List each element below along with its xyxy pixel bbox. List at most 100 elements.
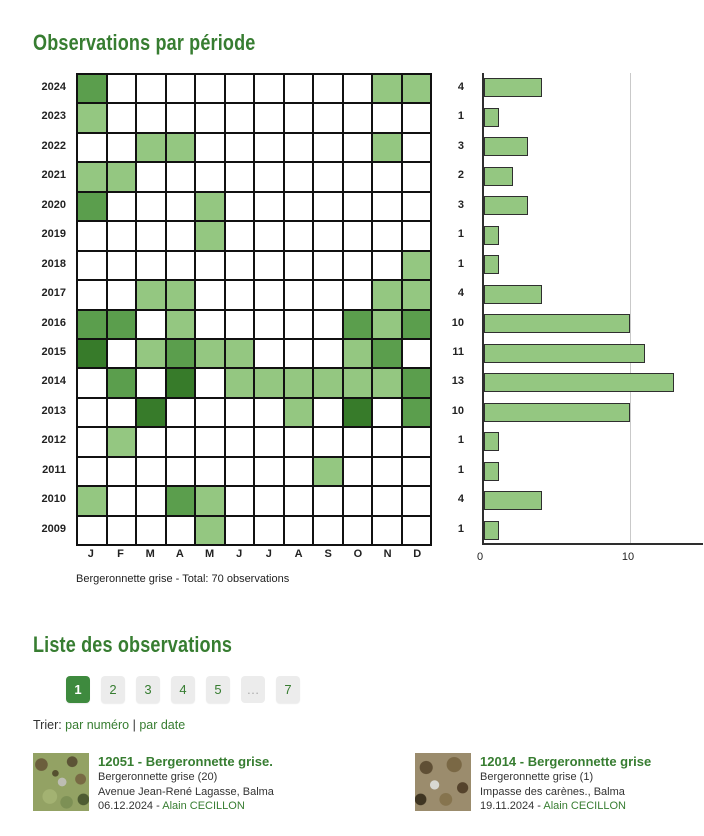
count-label-2017: 4 [457, 287, 464, 300]
heatmap-cell-2015-4 [165, 338, 195, 369]
heatmap-cell-2017-7 [254, 280, 284, 310]
heatmap-cell-2013-10 [342, 397, 372, 428]
count-label-2021: 2 [457, 169, 464, 182]
heatmap-cell-2009-3 [136, 515, 166, 545]
heatmap-cell-2022-3 [136, 132, 166, 163]
heatmap-cell-2020-1 [77, 191, 107, 222]
heatmap-cell-2019-3 [136, 221, 166, 251]
bar-2016 [484, 314, 630, 333]
heatmap-cell-2011-2 [106, 456, 136, 487]
heatmap-cell-2011-3 [136, 456, 166, 487]
heatmap-cell-2021-3 [136, 162, 166, 192]
heatmap-cell-2023-4 [165, 103, 195, 133]
year-label-2021: 2021 [41, 169, 66, 182]
heatmap-cell-2018-1 [77, 250, 107, 281]
heatmap-cell-2011-12 [401, 456, 431, 487]
observation-author-link[interactable]: Alain CECILLON [162, 800, 245, 812]
heatmap-cell-2012-10 [342, 427, 372, 457]
heatmap-cell-2019-6 [224, 221, 254, 251]
month-label-1: J [87, 548, 94, 560]
heatmap-cell-2013-7 [254, 397, 284, 428]
observation-date-author: 19.11.2024 - Alain CECILLON [480, 799, 651, 814]
observation-location: Impasse des carènes., Balma [480, 785, 625, 798]
heatmap-cell-2022-11 [372, 132, 402, 163]
heatmap-cell-2011-8 [283, 456, 313, 487]
count-label-2018: 1 [457, 257, 464, 270]
heatmap-cell-2023-5 [195, 103, 225, 133]
heatmap-cell-2023-12 [401, 103, 431, 133]
heatmap-cell-2009-9 [313, 515, 343, 545]
count-label-2024: 4 [457, 81, 464, 93]
bar-2015 [484, 343, 645, 363]
page-ellipsis: … [241, 676, 265, 703]
heatmap-cell-2010-4 [165, 486, 195, 516]
heatmap-cell-2015-1 [77, 338, 107, 369]
bar-2018 [484, 255, 499, 274]
bar-2017 [484, 284, 543, 304]
rocks-bird-photo[interactable] [415, 753, 471, 811]
sort-by-number-link[interactable]: par numéro [65, 718, 130, 732]
observation-author-link[interactable]: Alain CECILLON [543, 800, 626, 812]
bar-2013 [484, 402, 630, 422]
bar-2009 [484, 520, 499, 540]
year-label-2017: 2017 [41, 287, 66, 300]
month-label-2: F [117, 548, 124, 560]
observation-title-link[interactable]: 12014 - Bergeronnette grise [480, 754, 652, 769]
year-label-2020: 2020 [41, 198, 66, 211]
sort-label: Trier: [33, 718, 66, 732]
heatmap-cell-2015-2 [106, 338, 136, 369]
heatmap-cell-2021-8 [283, 162, 313, 192]
heatmap-cell-2013-4 [165, 397, 195, 428]
heatmap-cell-2015-12 [401, 338, 431, 369]
heatmap-cell-2011-6 [224, 456, 254, 487]
heatmap-cell-2015-7 [254, 338, 284, 369]
observation-title-link[interactable]: 12051 - Bergeronnette grise. [98, 754, 273, 769]
sort-by-date-link[interactable]: par date [139, 718, 186, 732]
count-label-2014: 13 [451, 375, 464, 388]
page-button-4[interactable]: 4 [171, 676, 195, 703]
heatmap-cell-2024-5 [195, 74, 225, 104]
heatmap-cell-2013-9 [313, 397, 343, 428]
heatmap-cell-2009-12 [401, 515, 431, 545]
heatmap-cell-2017-1 [77, 280, 107, 310]
heatmap-cell-2023-3 [136, 103, 166, 133]
heatmap-cell-2021-12 [401, 162, 431, 192]
heatmap-cell-2012-6 [224, 427, 254, 457]
page-button-7[interactable]: 7 [276, 676, 300, 703]
heatmap-cell-2010-5 [195, 486, 225, 516]
observation-date: 19.11.2024 - [480, 800, 544, 812]
grass-bird-photo[interactable] [33, 753, 89, 811]
count-label-2010: 4 [457, 493, 464, 506]
year-label-2022: 2022 [41, 139, 66, 152]
heatmap-cell-2010-10 [342, 486, 372, 516]
heatmap-cell-2014-9 [313, 368, 343, 398]
heatmap-cell-2013-11 [372, 397, 402, 428]
heatmap-cell-2023-6 [224, 103, 254, 133]
heatmap-cell-2019-2 [106, 221, 136, 251]
heatmap-cell-2021-10 [342, 162, 372, 192]
heatmap-cell-2012-8 [283, 427, 313, 457]
page-button-1[interactable]: 1 [66, 676, 90, 703]
heatmap-cell-2009-11 [372, 515, 402, 545]
heatmap-cell-2017-8 [283, 280, 313, 310]
observation-details: 12014 - Bergeronnette grise Bergeronnett… [480, 753, 651, 814]
month-label-11: N [383, 548, 392, 560]
observation-location: Avenue Jean-René Lagasse, Balma [98, 785, 274, 798]
bar-2020 [484, 196, 528, 215]
heatmap-cell-2011-11 [372, 456, 402, 487]
heatmap-cell-2022-7 [254, 132, 284, 163]
month-label-8: A [294, 548, 303, 560]
month-label-4: A [175, 548, 184, 560]
heatmap-cell-2016-10 [342, 309, 372, 339]
page-button-5[interactable]: 5 [206, 676, 230, 703]
heatmap-cell-2018-11 [372, 250, 402, 281]
page-button-3[interactable]: 3 [136, 676, 160, 703]
heatmap-cell-2018-4 [165, 250, 195, 281]
heatmap-cell-2020-5 [195, 191, 225, 222]
heatmap-cell-2014-1 [77, 368, 107, 398]
month-label-9: S [324, 548, 332, 560]
page-button-2[interactable]: 2 [101, 676, 125, 703]
heatmap-cell-2009-10 [342, 515, 372, 545]
heatmap-cell-2022-1 [77, 132, 107, 163]
